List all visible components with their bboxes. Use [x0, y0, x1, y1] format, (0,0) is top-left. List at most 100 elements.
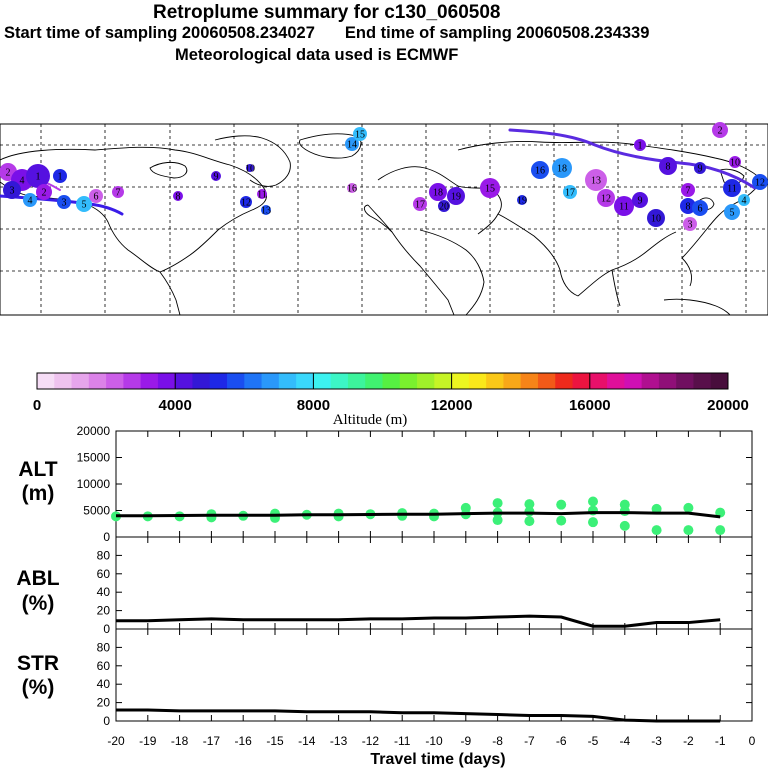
colorbar-cell	[399, 373, 418, 389]
trajectory-marker	[480, 178, 500, 198]
trajectory-marker-label: 7	[686, 186, 691, 197]
y-tick-label: 5000	[83, 504, 110, 518]
colorbar-cell	[417, 373, 435, 389]
y-tick-label: 60	[97, 659, 111, 673]
trajectory-marker	[614, 196, 634, 216]
colorbar-cell	[572, 373, 591, 389]
colorbar-cell	[451, 373, 470, 389]
x-tick-label: -17	[203, 734, 221, 748]
trajectory-marker	[632, 192, 648, 208]
trajectory-marker	[353, 127, 367, 141]
colorbar-cell	[658, 373, 677, 389]
x-tick-label: -9	[460, 734, 471, 748]
abl-label-line2: (%)	[22, 592, 55, 615]
sampling-time-range: Start time of sampling 20060508.234027 En…	[4, 24, 768, 43]
trajectory-marker-label: 2	[718, 126, 723, 137]
trajectory-marker-label: 18	[557, 164, 567, 175]
data-point	[619, 520, 630, 531]
series-line	[116, 708, 721, 723]
colorbar-cell	[71, 373, 90, 389]
x-tick-label: -5	[588, 734, 599, 748]
trajectory-marker-label: 10	[730, 158, 740, 169]
x-tick-label: -15	[266, 734, 284, 748]
y-tick-label: 60	[97, 567, 111, 581]
data-point	[492, 515, 503, 526]
trajectory-marker	[23, 193, 37, 207]
trajectory-marker	[438, 200, 450, 212]
trajectory-marker	[413, 197, 427, 211]
chart-title: Retroplume summary for c130_060508	[153, 2, 501, 23]
trajectory-marker-label: 12	[601, 194, 611, 205]
start-time-label: Start time of sampling 20060508.234027	[4, 24, 315, 42]
colorbar-tick-label: 8000	[297, 397, 330, 414]
data-point	[524, 499, 535, 510]
y-tick-label: 40	[97, 677, 111, 691]
trajectory-marker-label: 13	[261, 206, 271, 217]
data-point	[492, 498, 503, 509]
trajectory-marker-label: 11	[257, 190, 267, 201]
trajectory-marker-label: 3	[10, 186, 15, 197]
trajectory-marker	[57, 195, 71, 209]
trajectory-marker	[112, 186, 124, 198]
trajectory-marker-label: 5	[730, 208, 735, 219]
trajectory-marker-label: 9	[214, 172, 219, 183]
trajectory-marker-label: 8	[686, 202, 691, 213]
trajectory-marker	[683, 217, 697, 231]
y-tick-label: 0	[103, 530, 110, 544]
colorbar-cell	[192, 373, 211, 389]
trajectory-marker-label: 17	[415, 200, 425, 211]
colorbar-cell	[296, 373, 314, 389]
trajectory-marker-label: 8	[176, 192, 181, 203]
trajectory-marker	[531, 161, 549, 179]
trajectory-marker	[246, 164, 254, 172]
x-tick-label: -20	[107, 734, 125, 748]
trajectory-marker	[634, 139, 646, 151]
y-tick-label: 20	[97, 604, 111, 618]
colorbar-cell	[468, 373, 487, 389]
x-tick-label: -11	[394, 734, 411, 748]
data-point	[524, 506, 535, 517]
trajectory-marker	[647, 209, 665, 227]
x-tick-label: -7	[524, 734, 535, 748]
y-tick-label: 0	[103, 622, 110, 636]
colorbar-cell	[123, 373, 142, 389]
colorbar-cell	[520, 373, 539, 389]
data-point	[556, 499, 567, 510]
alt-label-line1: ALT	[18, 458, 57, 481]
colorbar-cells	[37, 373, 729, 389]
colorbar-cell	[209, 373, 228, 389]
colorbar-cell	[555, 373, 574, 389]
trajectory-marker	[659, 157, 677, 175]
panel-frame	[115, 536, 753, 630]
trajectory-marker	[680, 198, 696, 214]
colorbar-cell	[140, 373, 159, 389]
trajectory-marker	[681, 183, 695, 197]
trajectory-marker	[36, 184, 52, 200]
data-point	[619, 506, 630, 517]
colorbar-ticks: 0 4000 8000 12000 16000 20000	[33, 373, 749, 414]
trajectory-marker-label: 6	[94, 192, 99, 203]
y-tick-label: 40	[97, 585, 111, 599]
x-tick-label: -16	[235, 734, 253, 748]
trajectory-marker-label: 12	[755, 178, 765, 189]
trajectory-marker	[173, 191, 183, 201]
trajectory-marker	[738, 194, 750, 206]
str-label-line2: (%)	[22, 676, 55, 699]
colorbar-cell	[227, 373, 245, 389]
colorbar-cell	[710, 373, 729, 389]
trajectory-marker	[53, 169, 67, 183]
data-point	[270, 508, 280, 519]
data-point	[651, 525, 662, 536]
trajectory-marker-label: 15	[355, 130, 365, 141]
colorbar-cell	[365, 373, 383, 389]
trajectory-marker	[429, 183, 447, 201]
trajectory-marker	[517, 195, 527, 205]
trajectory-marker-label: 7	[116, 188, 121, 199]
trajectory-marker-label: 19	[451, 192, 461, 203]
colorbar-cell	[676, 373, 694, 389]
trajectory-marker	[345, 137, 359, 151]
data-point	[588, 517, 598, 528]
